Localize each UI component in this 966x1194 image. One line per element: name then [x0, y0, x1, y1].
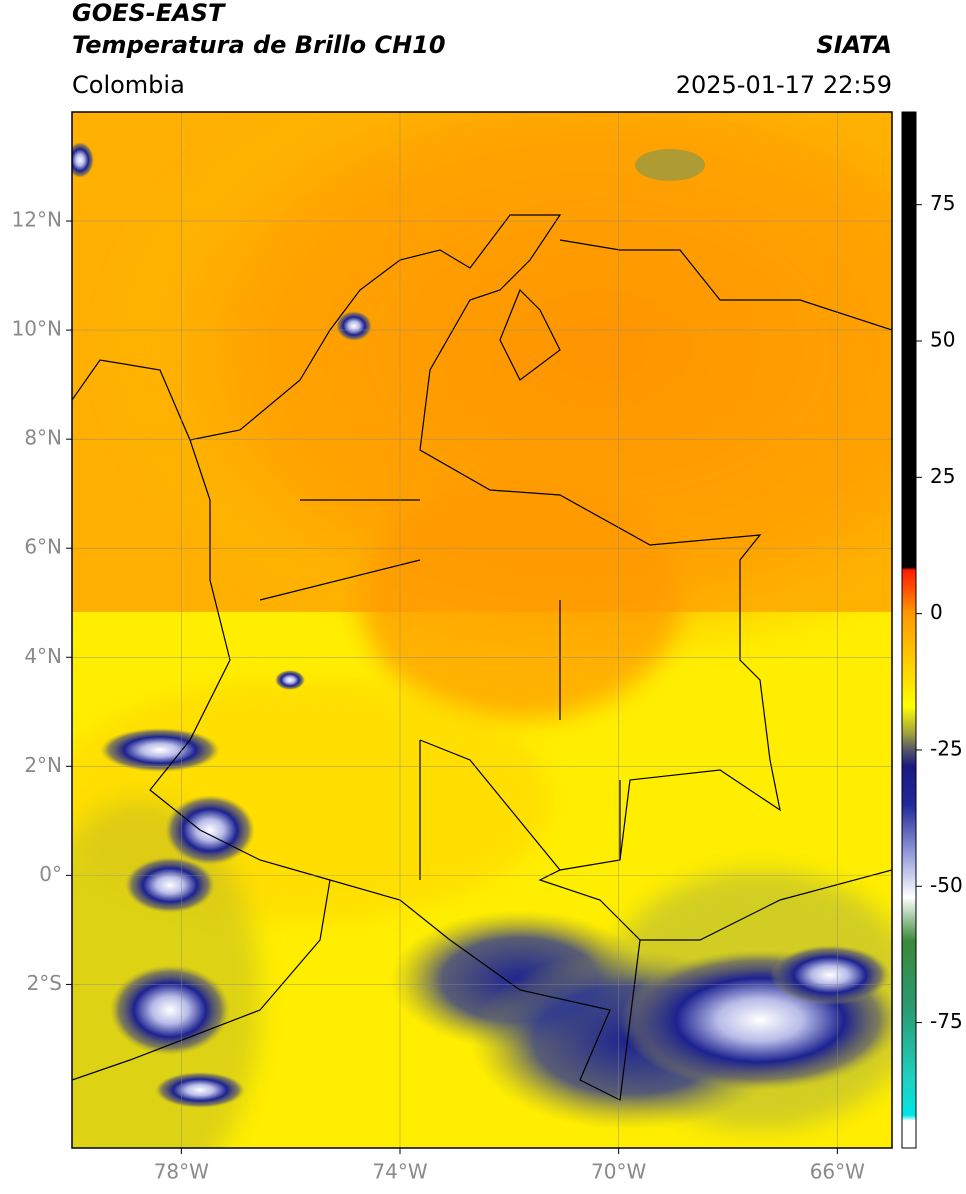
colorbar-tick-label: -25 — [930, 736, 963, 760]
colorbar — [901, 111, 917, 1149]
colorbar-tick-label: -50 — [930, 873, 963, 897]
colorbar-tick-label: 25 — [930, 464, 955, 488]
colorbar-tick-label: -75 — [930, 1009, 963, 1033]
y-tick-label: 0° — [39, 862, 62, 886]
y-tick-label: 6°N — [24, 535, 62, 559]
colorbar-tick-label: 0 — [930, 600, 943, 624]
source: SIATA — [816, 31, 892, 59]
y-tick-label: 8°N — [24, 426, 62, 450]
x-tick-label: 74°W — [372, 1160, 427, 1184]
y-tick-label: 10°N — [12, 317, 62, 341]
region: Colombia — [72, 71, 185, 99]
map-image — [72, 112, 892, 1148]
colorbar-tick-label: 50 — [930, 328, 955, 352]
datetime: 2025-01-17 22:59 — [676, 71, 892, 99]
colorbar-tick-label: 75 — [930, 191, 955, 215]
y-tick-label: 2°S — [27, 971, 62, 995]
y-tick-label: 4°N — [24, 644, 62, 668]
y-tick-label: 2°N — [24, 753, 62, 777]
title-line1: GOES-EAST — [72, 0, 226, 27]
x-tick-label: 66°W — [810, 1160, 865, 1184]
x-tick-label: 70°W — [591, 1160, 646, 1184]
map-frame — [71, 111, 893, 1149]
x-tick-label: 78°W — [154, 1160, 209, 1184]
y-tick-label: 12°N — [12, 208, 62, 232]
title-line2: Temperatura de Brillo CH10 — [72, 31, 446, 59]
